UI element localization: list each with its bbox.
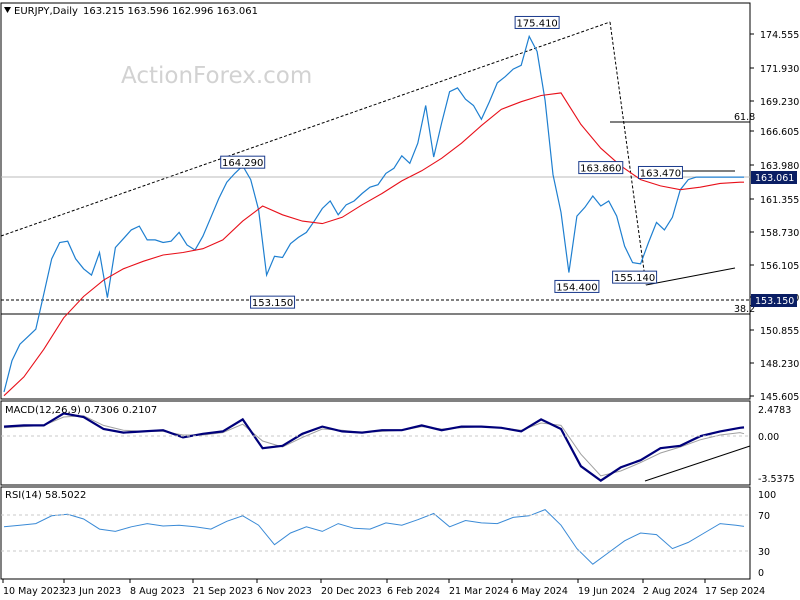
x-tick-label: 2 Aug 2024 (643, 586, 698, 597)
x-tick-label: 20 Dec 2023 (321, 586, 382, 597)
price-series (3, 34, 744, 393)
x-tick-label: 6 May 2024 (512, 586, 568, 597)
annotation-label: 164.290 (222, 158, 263, 169)
annotation-box (220, 155, 266, 169)
macd-tick-label: 0.00 (758, 432, 779, 443)
support-price-value: 153.150 (755, 296, 794, 307)
x-tick-label: 10 May 2023 (3, 586, 65, 597)
rsi-tick-label: 30 (758, 547, 770, 558)
annotation-box (637, 165, 683, 179)
rsi-tick-label: 70 (758, 511, 770, 522)
price-tick-label: 171.930 (760, 64, 799, 75)
annotation-label: 163.470 (640, 168, 681, 179)
rsi-title: RSI(14) 58.5022 (5, 490, 86, 501)
macd-signal-line (3, 415, 745, 477)
macd-trendline (644, 445, 751, 482)
x-tick-label: 21 Sep 2023 (193, 586, 253, 597)
price-tick-label: 145.605 (760, 392, 799, 403)
macd-y-axis: 2.4783 0.00 -3.5375 (758, 405, 795, 485)
macd-tick-label: 2.4783 (758, 405, 791, 416)
watermark: ActionForex.com (121, 63, 312, 89)
x-tick-label: 8 Aug 2023 (130, 586, 185, 597)
rising-support-line (645, 267, 736, 286)
annotation-5: 154.400 (554, 279, 600, 293)
x-tick-label: 6 Nov 2023 (257, 586, 312, 597)
annotation-1: 164.290 (220, 155, 266, 169)
x-tick-label: 21 Mar 2024 (449, 586, 509, 597)
macd-tick-label: -3.5375 (758, 474, 795, 485)
price-tick-label: 174.555 (760, 30, 799, 41)
annotation-box (612, 270, 658, 284)
support-price-tag: 153.150 (751, 294, 797, 307)
rsi-line (3, 509, 745, 565)
price-line (3, 34, 744, 393)
annotation-label: 155.140 (614, 273, 655, 284)
annotation-box (554, 279, 600, 293)
price-tick-label: 166.605 (760, 127, 799, 138)
price-tick-label: 169.230 (760, 97, 799, 108)
moving-average-line (3, 92, 744, 397)
price-tick-label: 148.230 (760, 359, 799, 370)
annotation-6: 155.140 (612, 270, 658, 284)
x-tick-label: 17 Sep 2024 (705, 586, 765, 597)
trend-channel-line (0, 21, 611, 237)
annotation-box (578, 161, 624, 175)
moving-average-series (3, 92, 744, 397)
annotation-label: 175.410 (516, 18, 557, 29)
fib-61-8-label: 61.8 (734, 112, 755, 123)
price-tick-label: 156.105 (760, 261, 799, 272)
annotation-2: 153.150 (250, 295, 296, 309)
macd-panel-frame (0, 400, 751, 486)
annotation-label: 154.400 (556, 282, 597, 293)
x-tick-label: 23 Jun 2023 (64, 586, 121, 597)
rsi-y-axis: 100 70 30 0 (758, 490, 776, 579)
price-tick-label: 158.730 (760, 228, 799, 239)
rsi-series (3, 509, 745, 565)
chart-header: EURJPY,Daily 163.215 163.596 162.996 163… (4, 6, 258, 17)
rsi-panel-frame (0, 486, 751, 580)
x-tick-label: 19 Jun 2024 (578, 586, 635, 597)
annotation-label: 153.150 (252, 298, 293, 309)
price-panel-frame (0, 2, 751, 400)
macd-line (3, 412, 745, 482)
price-annotations: 175.410 164.290 153.150 163.860 163.470 154.4… (220, 15, 683, 309)
macd-series (3, 412, 745, 482)
macd-title: MACD(12,26,9) 0.7306 0.2107 (5, 405, 157, 416)
price-y-axis: 174.555 171.930 169.230 166.605 163.980 161.3… (750, 30, 799, 403)
rsi-tick-label: 100 (758, 490, 776, 501)
annotation-0: 175.410 (514, 15, 560, 29)
annotation-box (514, 15, 560, 29)
last-price-value: 163.061 (755, 173, 794, 184)
symbol-label: EURJPY,Daily (14, 6, 78, 17)
annotation-box (250, 295, 296, 309)
price-tick-label: 150.855 (760, 326, 799, 337)
rsi-tick-label: 0 (758, 568, 764, 579)
price-tick-label: 161.355 (760, 195, 799, 206)
annotation-3: 163.860 (578, 161, 624, 175)
price-tick-label: 163.980 (760, 161, 799, 172)
x-tick-label: 6 Feb 2024 (387, 586, 440, 597)
fib-38-2-label: 38.2 (734, 304, 755, 315)
drop-projection-line (609, 21, 647, 286)
ohlc-readout: 163.215 163.596 162.996 163.061 (83, 6, 258, 17)
x-axis: 10 May 2023 23 Jun 2023 8 Aug 2023 21 Sep 2… (2, 579, 765, 597)
collapse-triangle-icon (4, 7, 11, 13)
annotation-label: 163.860 (580, 164, 621, 175)
last-price-tag: 163.061 (751, 171, 797, 184)
support-price-tag-bg (751, 294, 797, 307)
annotation-4: 163.470 (637, 165, 683, 179)
last-price-tag-bg (751, 171, 797, 184)
